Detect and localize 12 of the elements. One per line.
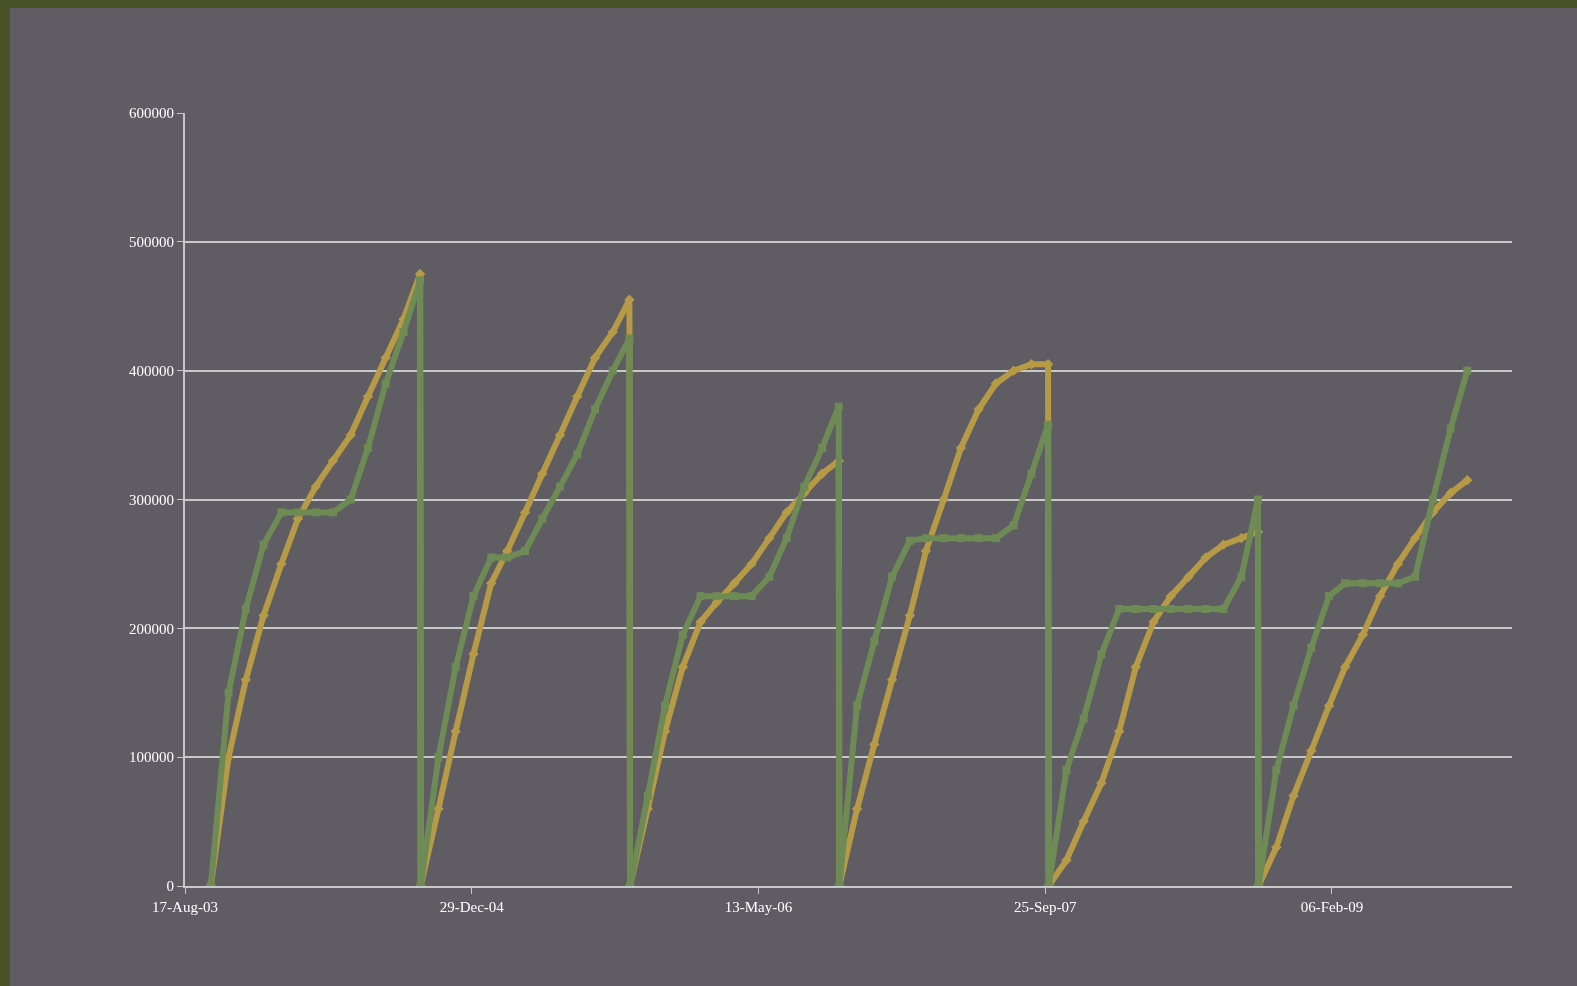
x-tick-label: 25-Sep-07 (1013, 899, 1077, 915)
y-tick-label: 600000 (129, 105, 174, 122)
y-tick-label: 300000 (129, 491, 174, 508)
x-tick-label: 06-Feb-09 (1300, 899, 1364, 915)
y-tick-label: 100000 (129, 749, 174, 766)
x-tick-label: 17-Aug-03 (152, 899, 218, 915)
y-tick-label: 500000 (129, 234, 174, 251)
x-tick-label: 13-May-06 (724, 899, 793, 915)
y-tick-label: 400000 (129, 362, 174, 379)
y-tick-label: 200000 (129, 620, 174, 637)
y-tick-label: 0 (166, 878, 174, 895)
x-tick-label: 29-Dec-04 (439, 899, 505, 915)
